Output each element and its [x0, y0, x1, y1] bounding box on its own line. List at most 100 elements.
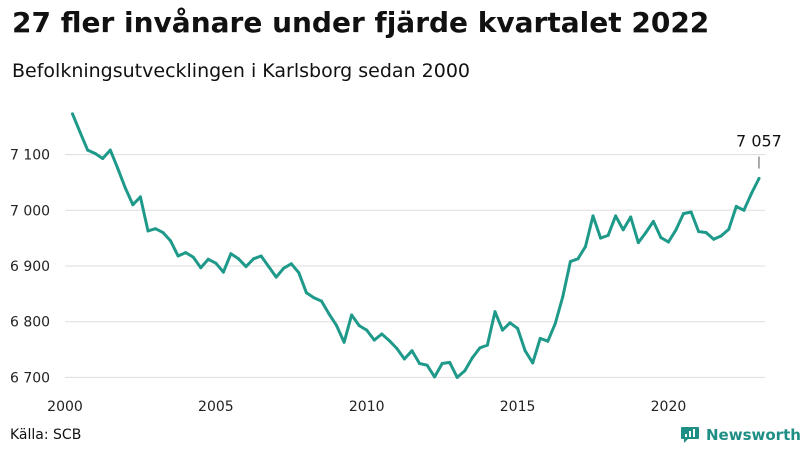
- data-point: [206, 257, 210, 261]
- data-point: [402, 357, 406, 361]
- data-point: [289, 262, 293, 266]
- data-point: [757, 177, 761, 180]
- data-point: [418, 362, 421, 365]
- data-point: [131, 203, 135, 207]
- data-point: [191, 255, 195, 259]
- data-point: [727, 227, 731, 231]
- data-point: [546, 339, 550, 343]
- data-point: [719, 234, 723, 238]
- data-point: [629, 215, 633, 219]
- data-point: [304, 291, 308, 295]
- data-point: [704, 231, 708, 235]
- data-point: [123, 186, 127, 190]
- y-tick-label: 6 800: [10, 315, 50, 331]
- data-point: [410, 349, 414, 353]
- data-point: [93, 152, 97, 155]
- data-point: [425, 363, 429, 367]
- data-point: [455, 375, 459, 379]
- x-tick-label: 2005: [198, 399, 234, 415]
- data-point: [734, 204, 738, 208]
- data-point: [342, 340, 346, 344]
- data-point: [282, 266, 286, 270]
- data-point: [78, 130, 82, 134]
- data-point: [591, 214, 595, 218]
- data-point: [267, 265, 271, 269]
- data-point: [297, 271, 301, 275]
- data-point: [116, 167, 120, 170]
- data-point: [138, 195, 142, 199]
- data-point: [312, 296, 316, 300]
- brand-logo: Newsworthy: [680, 426, 800, 444]
- data-point: [478, 346, 482, 350]
- data-point: [523, 349, 527, 353]
- data-point: [320, 299, 323, 303]
- data-point: [357, 324, 361, 328]
- data-point: [335, 324, 339, 328]
- data-point: [568, 260, 572, 263]
- data-point: [561, 295, 565, 299]
- data-point: [614, 214, 618, 218]
- data-point: [433, 375, 437, 379]
- data-point: [440, 362, 444, 365]
- data-point: [71, 112, 74, 116]
- y-tick-label: 7 000: [10, 203, 50, 219]
- data-point: [380, 332, 384, 336]
- data-point: [350, 313, 354, 317]
- data-point: [538, 336, 542, 340]
- data-point: [237, 257, 240, 261]
- x-axis-ticks: 2000 2005 2010 2015 2020: [47, 399, 686, 415]
- data-point: [327, 312, 331, 316]
- data-point: [666, 240, 670, 244]
- data-point: [689, 210, 693, 214]
- data-point: [470, 356, 474, 360]
- y-tick-label: 7 100: [10, 148, 50, 164]
- data-point: [493, 310, 497, 314]
- data-point: [584, 245, 587, 248]
- line-chart: 6 700 6 800 6 900 7 000 7 100 2000 2005 2010 20…: [10, 112, 782, 415]
- x-tick-label: 2010: [349, 399, 385, 415]
- data-point: [154, 227, 157, 231]
- data-point: [682, 212, 685, 216]
- end-annotation: 7 057: [736, 132, 782, 169]
- data-point: [214, 261, 218, 265]
- data-point: [636, 241, 640, 245]
- data-point: [86, 148, 90, 152]
- data-point: [599, 236, 603, 240]
- data-point: [176, 254, 180, 258]
- data-point: [221, 270, 225, 274]
- data-point: [697, 230, 701, 233]
- data-point: [395, 347, 399, 350]
- data-point: [448, 360, 452, 364]
- data-point: [108, 148, 112, 152]
- chart-subtitle: Befolkningsutvecklingen i Karlsborg seda…: [12, 60, 471, 82]
- data-point: [161, 231, 165, 235]
- data-point: [244, 265, 248, 269]
- series-layer: [71, 112, 761, 379]
- data-point: [259, 254, 263, 258]
- data-point: [651, 219, 655, 223]
- data-point: [485, 343, 489, 347]
- data-point: [146, 229, 150, 233]
- brand-name: Newsworthy: [706, 426, 800, 444]
- data-point: [184, 251, 188, 255]
- y-tick-label: 6 700: [10, 370, 50, 386]
- end-value-label: 7 057: [736, 132, 782, 151]
- data-point: [229, 252, 233, 256]
- data-point: [516, 326, 520, 330]
- data-point: [365, 328, 369, 332]
- data-point: [576, 257, 580, 261]
- data-point: [742, 208, 746, 212]
- data-point: [531, 361, 535, 365]
- y-tick-label: 6 900: [10, 259, 50, 275]
- newsworthy-logo-icon: [681, 427, 699, 443]
- data-point: [674, 228, 678, 232]
- x-tick-label: 2000: [47, 399, 83, 415]
- data-point: [169, 239, 173, 243]
- gridlines: [65, 154, 765, 378]
- data-point: [606, 233, 610, 237]
- source-note: Källa: SCB: [10, 427, 82, 443]
- data-point: [501, 328, 504, 332]
- data-point: [508, 321, 512, 325]
- x-tick-label: 2020: [651, 399, 687, 415]
- data-point: [101, 157, 105, 160]
